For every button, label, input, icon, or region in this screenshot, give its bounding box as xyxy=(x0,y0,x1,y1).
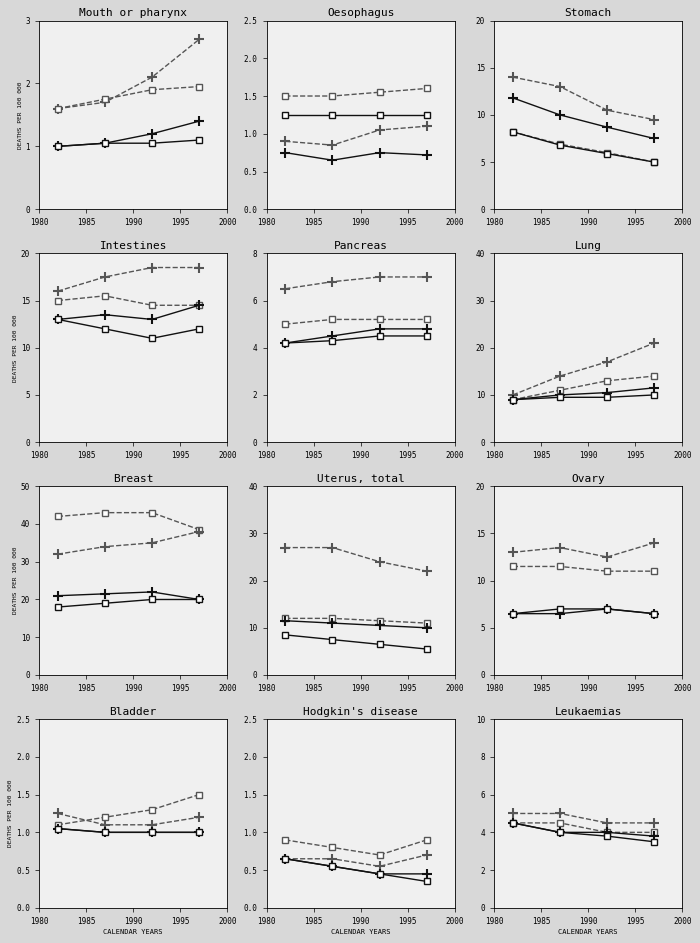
Title: Uterus, total: Uterus, total xyxy=(317,474,405,484)
X-axis label: CALENDAR YEARS: CALENDAR YEARS xyxy=(559,929,618,935)
X-axis label: CALENDAR YEARS: CALENDAR YEARS xyxy=(331,929,391,935)
Title: Leukaemias: Leukaemias xyxy=(554,707,622,717)
Title: Bladder: Bladder xyxy=(110,707,157,717)
Y-axis label: DEATHS PER 100 000: DEATHS PER 100 000 xyxy=(8,780,13,847)
Y-axis label: DEATHS PER 100 000: DEATHS PER 100 000 xyxy=(13,314,18,382)
Y-axis label: DEATHS PER 100 000: DEATHS PER 100 000 xyxy=(13,547,18,614)
Title: Intestines: Intestines xyxy=(99,241,167,251)
Title: Ovary: Ovary xyxy=(571,474,605,484)
Title: Pancreas: Pancreas xyxy=(334,241,388,251)
Title: Mouth or pharynx: Mouth or pharynx xyxy=(79,8,187,18)
Y-axis label: DEATHS PER 100 000: DEATHS PER 100 000 xyxy=(18,81,22,149)
Title: Oesophagus: Oesophagus xyxy=(327,8,395,18)
Title: Stomach: Stomach xyxy=(565,8,612,18)
Title: Breast: Breast xyxy=(113,474,153,484)
Title: Lung: Lung xyxy=(575,241,602,251)
Title: Hodgkin's disease: Hodgkin's disease xyxy=(303,707,418,717)
X-axis label: CALENDAR YEARS: CALENDAR YEARS xyxy=(104,929,163,935)
